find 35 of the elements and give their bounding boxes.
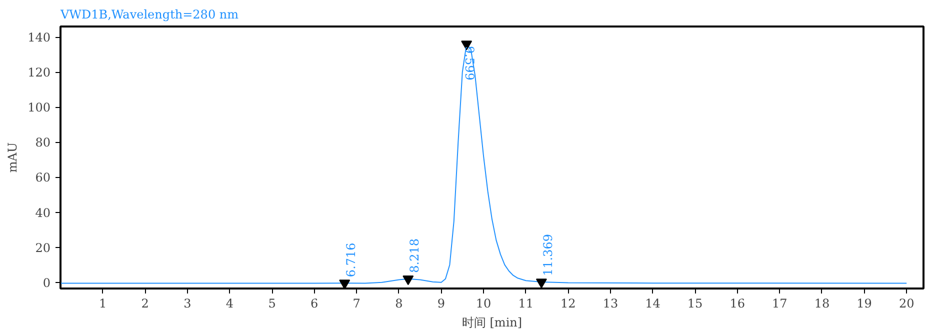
x-tick-label: 15	[687, 296, 703, 310]
x-tick-label: 4	[226, 296, 234, 310]
x-tick-label: 20	[898, 296, 914, 310]
annotation: 8.218	[408, 238, 422, 273]
y-tick-label: 140	[28, 30, 50, 45]
x-tick-label: 10	[476, 296, 492, 310]
y-tick-label: 20	[35, 240, 51, 255]
x-tick-label: 11	[518, 296, 534, 310]
x-tick-label: 16	[730, 296, 746, 310]
x-tick-label: 12	[560, 296, 576, 310]
x-tick-label: 9	[437, 296, 446, 310]
x-tick-label: 6	[310, 296, 318, 310]
x-tick-label: 8	[395, 296, 403, 310]
x-tick-label: 1	[98, 296, 107, 310]
chart-title: VWD1B,Wavelength=280 nm	[60, 8, 240, 22]
annotation: 11.369	[540, 234, 555, 276]
x-tick-label: 3	[184, 296, 192, 310]
y-tick-label: 60	[35, 170, 51, 185]
y-tick-label: 100	[28, 100, 50, 115]
y-tick-label: 120	[28, 66, 50, 80]
y-tick-label: 0	[42, 276, 51, 290]
x-tick-label: 14	[645, 296, 661, 310]
x-axis-title: 时间 [min]	[462, 316, 522, 330]
x-tick-label: 17	[772, 296, 788, 310]
annotation: 9.599	[462, 46, 477, 80]
x-tick-label: 19	[856, 296, 872, 310]
x-tick-label: 18	[814, 296, 830, 310]
x-tick-label: 13	[602, 296, 618, 310]
x-tick-label: 5	[268, 296, 276, 310]
y-tick-label: 40	[35, 206, 51, 220]
x-tick-label: 7	[352, 296, 360, 310]
y-axis-title: mAU	[6, 142, 20, 173]
x-tick-label: 2	[141, 296, 149, 310]
annotation: 6.716	[344, 242, 358, 278]
y-tick-label: 80	[35, 136, 51, 150]
